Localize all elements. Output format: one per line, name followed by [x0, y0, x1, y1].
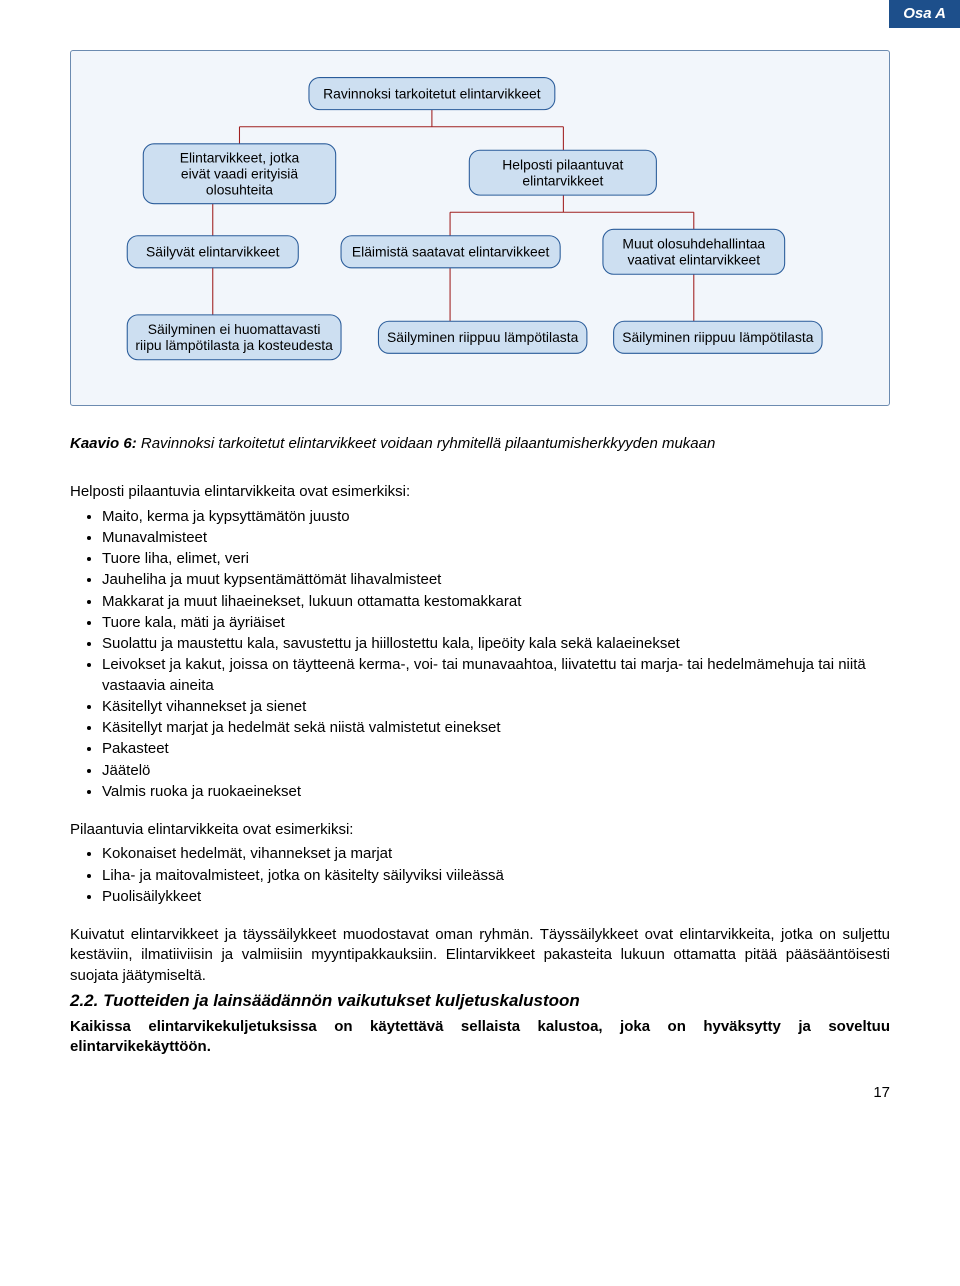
list-item: Munavalmisteet [102, 528, 890, 548]
diagram-node: Säilyminen riippuu lämpötilasta [614, 321, 822, 353]
paragraph-2: Kaikissa elintarvikekuljetuksissa on käy… [70, 1017, 890, 1058]
svg-text:eivät vaadi erityisiä: eivät vaadi erityisiä [181, 166, 299, 182]
list-item: Jäätelö [102, 761, 890, 781]
svg-text:olosuhteita: olosuhteita [206, 182, 273, 198]
svg-text:Helposti pilaantuvat: Helposti pilaantuvat [502, 156, 623, 172]
subheading: 2.2. Tuotteiden ja lainsäädännön vaikutu… [70, 990, 890, 1013]
list-item: Tuore kala, mäti ja äyriäiset [102, 613, 890, 633]
list-item: Pakasteet [102, 739, 890, 759]
svg-text:Säilyminen riippuu lämpötilast: Säilyminen riippuu lämpötilasta [387, 329, 579, 345]
svg-text:Ravinnoksi tarkoitetut elintar: Ravinnoksi tarkoitetut elintarvikkeet [323, 85, 541, 101]
diagram-node: Elintarvikkeet, jotkaeivät vaadi erityis… [143, 144, 335, 204]
svg-text:Säilyminen riippuu lämpötilast: Säilyminen riippuu lämpötilasta [622, 329, 814, 345]
diagram-node: Muut olosuhdehallintaavaativat elintarvi… [603, 229, 785, 274]
list-item: Makkarat ja muut lihaeinekset, lukuun ot… [102, 592, 890, 612]
svg-text:Elintarvikkeet, jotka: Elintarvikkeet, jotka [180, 150, 300, 166]
list-item: Suolattu ja maustettu kala, savustettu j… [102, 634, 890, 654]
list-item: Leivokset ja kakut, joissa on täytteenä … [102, 655, 890, 696]
diagram-node: Säilyminen ei huomattavastiriipu lämpöti… [127, 315, 341, 360]
list-item: Liha- ja maitovalmisteet, jotka on käsit… [102, 866, 890, 886]
caption-text: Ravinnoksi tarkoitetut elintarvikkeet vo… [137, 435, 716, 452]
caption-label: Kaavio 6: [70, 435, 137, 452]
diagram-node: Säilyvät elintarvikkeet [127, 236, 298, 268]
bullet-list-2: Kokonaiset hedelmät, vihannekset ja marj… [70, 844, 890, 907]
bullet-list-1: Maito, kerma ja kypsyttämätön juustoMuna… [70, 507, 890, 803]
list-item: Valmis ruoka ja ruokaeinekset [102, 782, 890, 802]
list-item: Käsitellyt marjat ja hedelmät sekä niist… [102, 718, 890, 738]
diagram-node: Ravinnoksi tarkoitetut elintarvikkeet [309, 78, 555, 110]
list-item: Jauheliha ja muut kypsentämättömät lihav… [102, 570, 890, 590]
list2-intro: Pilaantuvia elintarvikkeita ovat esimerk… [70, 820, 890, 840]
diagram-node: Eläimistä saatavat elintarvikkeet [341, 236, 560, 268]
figure-caption: Kaavio 6: Ravinnoksi tarkoitetut elintar… [70, 434, 890, 454]
svg-text:riipu lämpötilasta ja kosteude: riipu lämpötilasta ja kosteudesta [135, 337, 333, 353]
svg-text:Säilyvät elintarvikkeet: Säilyvät elintarvikkeet [146, 244, 280, 260]
svg-text:Säilyminen ei huomattavasti: Säilyminen ei huomattavasti [148, 321, 321, 337]
svg-text:Muut olosuhdehallintaa: Muut olosuhdehallintaa [622, 236, 765, 252]
list-item: Käsitellyt vihannekset ja sienet [102, 697, 890, 717]
list-item: Maito, kerma ja kypsyttämätön juusto [102, 507, 890, 527]
list-item: Kokonaiset hedelmät, vihannekset ja marj… [102, 844, 890, 864]
list1-intro: Helposti pilaantuvia elintarvikkeita ova… [70, 482, 890, 502]
paragraph-1: Kuivatut elintarvikkeet ja täyssäilykkee… [70, 925, 890, 986]
tree-diagram: Ravinnoksi tarkoitetut elintarvikkeet Eli… [97, 69, 863, 379]
page-number: 17 [70, 1083, 890, 1103]
list-item: Tuore liha, elimet, veri [102, 549, 890, 569]
section-header: Osa A [889, 0, 960, 28]
svg-text:vaativat elintarvikkeet: vaativat elintarvikkeet [627, 252, 760, 268]
svg-text:elintarvikkeet: elintarvikkeet [522, 173, 603, 189]
diagram-node: Säilyminen riippuu lämpötilasta [378, 321, 586, 353]
diagram-node: Helposti pilaantuvatelintarvikkeet [469, 150, 656, 195]
diagram-container: Ravinnoksi tarkoitetut elintarvikkeet Eli… [70, 50, 890, 406]
list-item: Puolisäilykkeet [102, 887, 890, 907]
svg-text:Eläimistä saatavat elintarvikk: Eläimistä saatavat elintarvikkeet [352, 244, 550, 260]
